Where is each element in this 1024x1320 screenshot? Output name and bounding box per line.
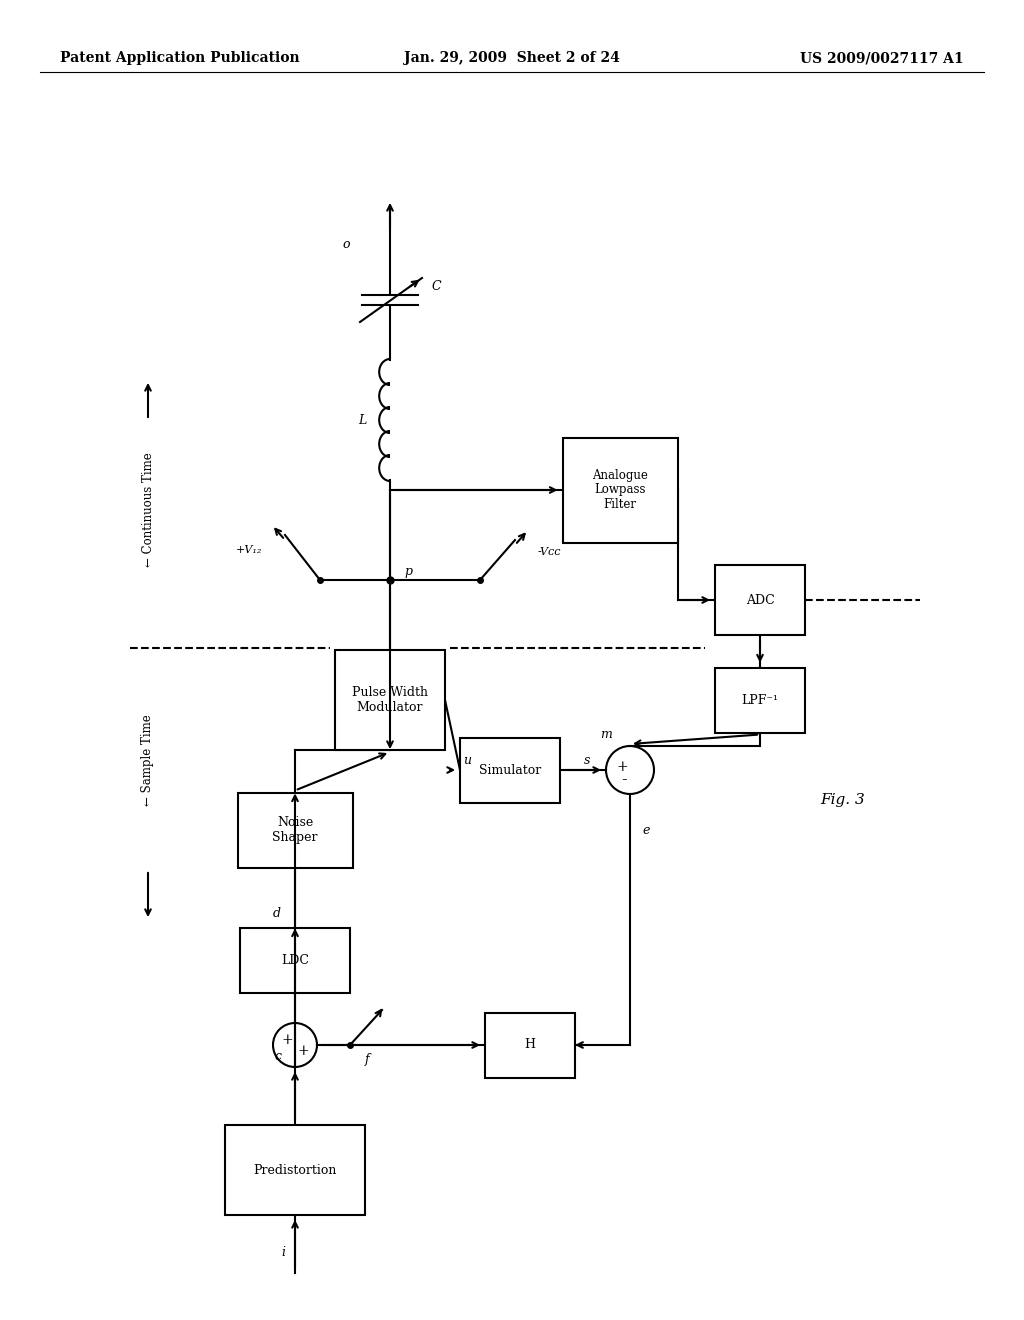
Text: m: m <box>600 727 612 741</box>
Text: +: + <box>616 760 628 774</box>
Text: Predistortion: Predistortion <box>253 1163 337 1176</box>
Text: -Vᴄᴄ: -Vᴄᴄ <box>538 546 561 557</box>
Bar <box>240 928 350 993</box>
Text: Jan. 29, 2009  Sheet 2 of 24: Jan. 29, 2009 Sheet 2 of 24 <box>404 51 620 65</box>
Text: ← Sample Time: ← Sample Time <box>141 714 155 807</box>
Text: p: p <box>404 565 412 578</box>
Bar <box>715 668 805 733</box>
Text: Simulator: Simulator <box>479 763 541 776</box>
Bar <box>335 649 445 750</box>
Text: Fig. 3: Fig. 3 <box>820 793 864 807</box>
Text: C: C <box>432 280 441 293</box>
Text: e: e <box>642 824 649 837</box>
Text: +: + <box>282 1034 293 1047</box>
Text: LDC: LDC <box>281 953 309 966</box>
Text: ← Continuous Time: ← Continuous Time <box>141 453 155 568</box>
Bar <box>238 792 352 867</box>
Text: L: L <box>357 413 366 426</box>
Text: +: + <box>297 1044 309 1059</box>
Text: Pulse Width
Modulator: Pulse Width Modulator <box>352 686 428 714</box>
Text: US 2009/0027117 A1: US 2009/0027117 A1 <box>801 51 964 65</box>
Bar <box>225 1125 365 1214</box>
Text: LPF⁻¹: LPF⁻¹ <box>741 693 778 706</box>
Text: i: i <box>281 1246 285 1259</box>
Text: -: - <box>622 771 627 788</box>
Text: Analogue
Lowpass
Filter: Analogue Lowpass Filter <box>592 469 648 511</box>
Bar <box>460 738 560 803</box>
Bar <box>715 565 805 635</box>
Bar <box>562 437 678 543</box>
Bar <box>485 1012 575 1077</box>
Text: ADC: ADC <box>745 594 774 606</box>
Text: u: u <box>463 754 471 767</box>
Text: H: H <box>524 1039 536 1052</box>
Text: d: d <box>273 907 281 920</box>
Text: +V₁₂: +V₁₂ <box>236 545 262 554</box>
Text: Noise
Shaper: Noise Shaper <box>272 816 317 843</box>
Text: c: c <box>274 1051 281 1064</box>
Text: Patent Application Publication: Patent Application Publication <box>60 51 300 65</box>
Text: s: s <box>584 754 590 767</box>
Text: f: f <box>365 1052 370 1065</box>
Text: o: o <box>342 239 350 252</box>
